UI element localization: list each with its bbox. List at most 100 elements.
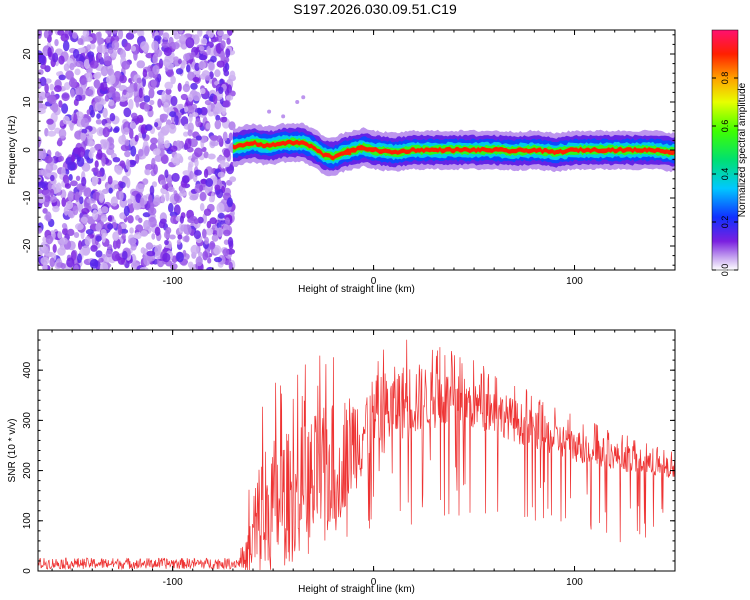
noise-speckle [55,151,60,158]
noise-speckle [105,30,112,34]
noise-speckle [190,82,198,90]
signal-peak [358,147,364,151]
signal-peak [425,148,437,152]
noise-speckle [136,77,142,84]
noise-speckle [213,245,222,255]
noise-speckle [166,69,174,78]
noise-speckle [167,186,175,193]
signal-peak [521,149,530,153]
noise-speckle [169,234,176,240]
noise-speckle [47,130,57,137]
noise-speckle [86,109,92,115]
noise-speckle [59,237,68,245]
noise-speckle [67,228,75,236]
noise-speckle [267,109,272,114]
noise-speckle [73,264,79,270]
noise-speckle [210,141,219,147]
noise-speckle [159,113,169,120]
noise-speckle [85,88,94,97]
noise-speckle [100,65,109,77]
noise-speckle [98,193,105,203]
noise-speckle [135,153,140,164]
signal-peak [379,149,390,153]
noise-speckle [57,30,65,36]
noise-speckle [281,114,286,119]
noise-speckle [215,103,223,113]
noise-speckle [179,34,188,45]
noise-speckle [194,62,200,72]
noise-speckle [129,137,136,148]
noise-speckle [184,106,189,113]
noise-speckle [140,41,149,51]
noise-speckle [98,257,104,263]
noise-speckle [229,70,236,80]
noise-speckle [204,99,212,106]
noise-speckle [93,79,101,89]
snr-ytick-label: 300 [22,412,33,429]
noise-speckle [164,239,169,246]
noise-speckle [68,78,78,88]
colorbar-tick-label: 0.0 [720,264,730,277]
noise-speckle [143,95,151,103]
noise-speckle [103,51,109,61]
noise-speckle [225,48,231,58]
noise-speckle [228,261,233,270]
noise-speckle [174,115,179,126]
noise-speckle [295,100,300,104]
spectrogram-ytick-label: 20 [22,48,33,60]
noise-speckle [205,228,214,236]
noise-speckle [105,249,113,258]
signal-peak [608,148,612,152]
noise-speckle [164,81,173,90]
noise-speckle [184,235,190,243]
signal-peak [368,147,376,151]
noise-speckle [110,196,118,207]
noise-speckle [153,197,161,206]
noise-speckle [88,150,94,159]
noise-speckle [169,211,178,217]
noise-speckle [211,234,219,242]
signal-peak [642,148,649,152]
noise-speckle [197,216,204,224]
noise-speckle [170,75,176,85]
noise-speckle [77,253,82,264]
noise-speckle [162,252,171,263]
noise-speckle [107,215,113,222]
noise-speckle [171,42,180,50]
noise-speckle [221,106,227,115]
noise-speckle [75,86,84,97]
noise-speckle [42,208,48,214]
noise-speckle [95,222,102,232]
noise-speckle [81,207,90,215]
noise-speckle [75,60,84,68]
noise-speckle [63,206,69,216]
noise-speckle [140,230,148,237]
noise-speckle [58,128,67,139]
noise-speckle [127,198,133,205]
noise-speckle [183,53,190,61]
signal-peak [348,149,356,153]
noise-speckle [80,132,86,142]
noise-speckle [63,82,71,90]
noise-speckle [214,184,221,191]
noise-speckle [198,45,205,52]
noise-speckle [197,30,203,37]
noise-speckle [79,196,84,205]
noise-speckle [202,250,209,261]
noise-speckle [195,117,201,128]
noise-speckle [179,215,184,224]
noise-speckle [51,102,59,113]
noise-speckle [61,92,70,102]
noise-speckle [96,149,103,160]
noise-speckle [202,228,207,239]
noise-speckle [148,88,155,99]
noise-speckle [188,161,194,168]
noise-speckle [94,101,103,112]
noise-speckle [185,105,195,115]
noise-speckle [190,51,196,58]
noise-speckle [70,154,76,163]
noise-speckle [109,74,116,85]
noise-speckle [184,138,192,149]
signal-peak [627,148,631,152]
